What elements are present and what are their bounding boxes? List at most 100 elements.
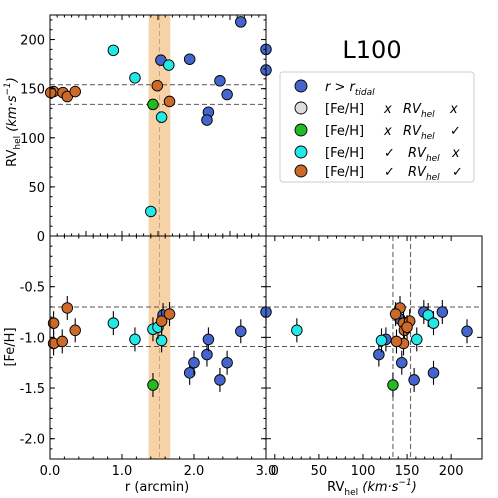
- point-fe_ok_rv_x-2: [411, 333, 423, 346]
- legend-label-rtidal: r > r: [325, 80, 357, 95]
- point-rtidal-0: [373, 348, 385, 361]
- y-tick-label-100: 100: [20, 132, 45, 147]
- svg-text:RVhel: RVhel: [408, 165, 440, 183]
- svg-text:r > rtidal: r > rtidal: [325, 80, 375, 98]
- point-fe_ok_rv_x-1: [129, 72, 141, 84]
- point-rtidal-2: [201, 348, 213, 361]
- point-fe_ok_rv_ok-6: [163, 95, 176, 108]
- point-fe_ok_rv_ok-5: [151, 79, 164, 92]
- point-rtidal-0: [183, 53, 196, 65]
- legend-label-fe-x-rv-ok-rv-mark: ✓: [450, 124, 461, 139]
- point-fe_ok_rv_ok-4: [69, 324, 81, 337]
- point-fe_ok_rv_ok-1: [389, 308, 402, 320]
- legend-label-fe-ok-rv-ok-rv: RV: [408, 165, 427, 180]
- legend-label-fe-ok-rv-x-fe-mark: ✓: [384, 146, 395, 161]
- legend-frame: [279, 71, 475, 183]
- legend-label-fe-ok-rv-x-sub: hel: [426, 154, 440, 164]
- point-rtidal-6: [235, 325, 247, 338]
- x-tick-label-0: 0: [271, 464, 279, 479]
- point-rtidal-3: [221, 88, 233, 101]
- x-tick-label-100: 100: [351, 464, 376, 479]
- x-tick-label-0.0: 0.0: [40, 464, 61, 479]
- point-fe_ok_rv_ok-2: [56, 335, 68, 348]
- point-fe_ok_rv_ok-7: [401, 321, 413, 333]
- legend-label-fe-ok-rv-ok-sub: hel: [426, 173, 440, 183]
- y-axis-label-rv: RVhel (km·s−1): [3, 77, 23, 167]
- legend-marker-fe-x-rv-ok: [294, 123, 308, 137]
- x-tick-label-3.0: 3.0: [256, 464, 277, 479]
- legend: r > rtidal [Fe/H] x RVhel x [Fe/H] x RVh…: [279, 71, 475, 183]
- x-tick-label-2.0: 2.0: [184, 464, 205, 479]
- point-fe_ok_rv_ok-6: [163, 308, 176, 320]
- legend-label-fe-x-rv-ok: [Fe/H]: [325, 124, 364, 139]
- point-fe_ok_rv_x-1: [375, 334, 388, 347]
- point-fe_ok_rv_ok-1: [44, 86, 57, 99]
- y-tick-label--2.0: -2.0: [20, 433, 45, 448]
- legend-label-fe-ok-rv-ok-fe-mark: ✓: [384, 165, 395, 180]
- legend-marker-rtidal: [294, 79, 308, 93]
- point-rtidal-2: [396, 356, 408, 369]
- legend-entry-fe-ok-rv-ok: [Fe/H] ✓ RVhel ✓: [294, 164, 463, 183]
- x-tick-label-200: 200: [439, 464, 464, 479]
- y-tick-label--0.5: -0.5: [20, 281, 45, 296]
- y-tick-label-150: 150: [20, 83, 45, 98]
- legend-entry-fe-ok-rv-x: [Fe/H] ✓ RVhel x: [294, 145, 460, 164]
- legend-label-rtidal-sub: tidal: [355, 88, 375, 98]
- legend-label-fe-ok-rv-ok-rv-mark: ✓: [452, 165, 463, 180]
- svg-text:RVhel: RVhel: [403, 102, 435, 120]
- point-rtidal-4: [214, 374, 226, 386]
- point-fe_ok_rv_ok-0: [47, 317, 60, 329]
- panel-feh-vs-radius: 0.0 1.0 2.0 3.0 -0.5 -1.0 -1.5 -2.0: [20, 235, 277, 479]
- y-axis-label-feh: [Fe/H]: [3, 327, 18, 366]
- core-radius-band: [148, 15, 171, 236]
- legend-label-fe-x-rv-ok-fe-mark: x: [383, 124, 392, 139]
- panel-rv-vs-radius: 0 50 100 150 200: [20, 14, 272, 245]
- x-tick-label-1.0: 1.0: [112, 464, 133, 479]
- legend-label-fe-x-rv-ok-sub: hel: [421, 132, 435, 142]
- point-fe_x_rv_ok-0: [147, 98, 159, 111]
- legend-label-fe-x-rv-x-rv-mark: x: [449, 102, 458, 117]
- point-fe_ok_rv_ok-5: [155, 315, 168, 327]
- point-rtidal-2: [214, 75, 226, 87]
- point-rtidal-5: [221, 356, 233, 369]
- legend-entry-rtidal: r > rtidal: [294, 79, 375, 98]
- point-rtidal-1: [188, 356, 200, 369]
- point-rtidal-5: [427, 367, 440, 379]
- y-tick-label-200: 200: [20, 34, 45, 49]
- point-fe_ok_rv_x-4: [427, 317, 440, 329]
- legend-label-fe-x-rv-x-sub: hel: [421, 110, 435, 120]
- y-tick-label--1.0: -1.0: [20, 331, 45, 346]
- legend-marker-fe-x-rv-x: [294, 101, 308, 115]
- x-tick-label-50: 50: [311, 464, 328, 479]
- y-tick-label--1.5: -1.5: [20, 382, 45, 397]
- y-tick-label-0: 0: [37, 230, 45, 245]
- point-rtidal-0: [183, 367, 196, 379]
- legend-entry-fe-x-rv-x: [Fe/H] x RVhel x: [294, 101, 458, 120]
- point-rtidal-7: [461, 325, 473, 338]
- point-fe_ok_rv_x-2: [145, 205, 157, 218]
- legend-marker-fe-ok-rv-ok: [294, 164, 308, 178]
- legend-label-fe-x-rv-x-fe-mark: x: [383, 102, 392, 117]
- point-fe_ok_rv_x-3: [155, 111, 168, 123]
- svg-text:RVhel: RVhel: [403, 124, 435, 142]
- x-tick-label-150: 150: [395, 464, 420, 479]
- point-fe_ok_rv_x-0: [291, 324, 303, 337]
- point-fe_x_rv_ok-0: [147, 379, 159, 391]
- axes-frame: [265, 235, 483, 460]
- point-fe_ok_rv_ok-3: [61, 302, 74, 314]
- legend-label-fe-x-rv-x: [Fe/H]: [325, 102, 364, 117]
- point-fe_ok_rv_x-0: [107, 317, 120, 329]
- x-axis-label-radius: r (arcmin): [125, 480, 189, 495]
- point-rtidal-5: [201, 114, 213, 126]
- core-radius-band: [148, 236, 171, 459]
- legend-label-fe-ok-rv-ok: [Fe/H]: [325, 165, 364, 180]
- legend-entry-fe-x-rv-ok: [Fe/H] x RVhel ✓: [294, 123, 461, 142]
- point-fe_ok_rv_x-4: [163, 59, 175, 71]
- legend-marker-fe-ok-rv-x: [294, 145, 308, 159]
- legend-label-fe-x-rv-ok-rv: RV: [403, 124, 422, 139]
- panel-feh-vs-rv: 0 50 100 150 200: [265, 235, 483, 479]
- x-axis-label-rv: RVhel (km·s−1): [327, 478, 417, 498]
- legend-label-fe-ok-rv-x-rv: RV: [408, 146, 427, 161]
- point-rtidal-6: [436, 306, 449, 318]
